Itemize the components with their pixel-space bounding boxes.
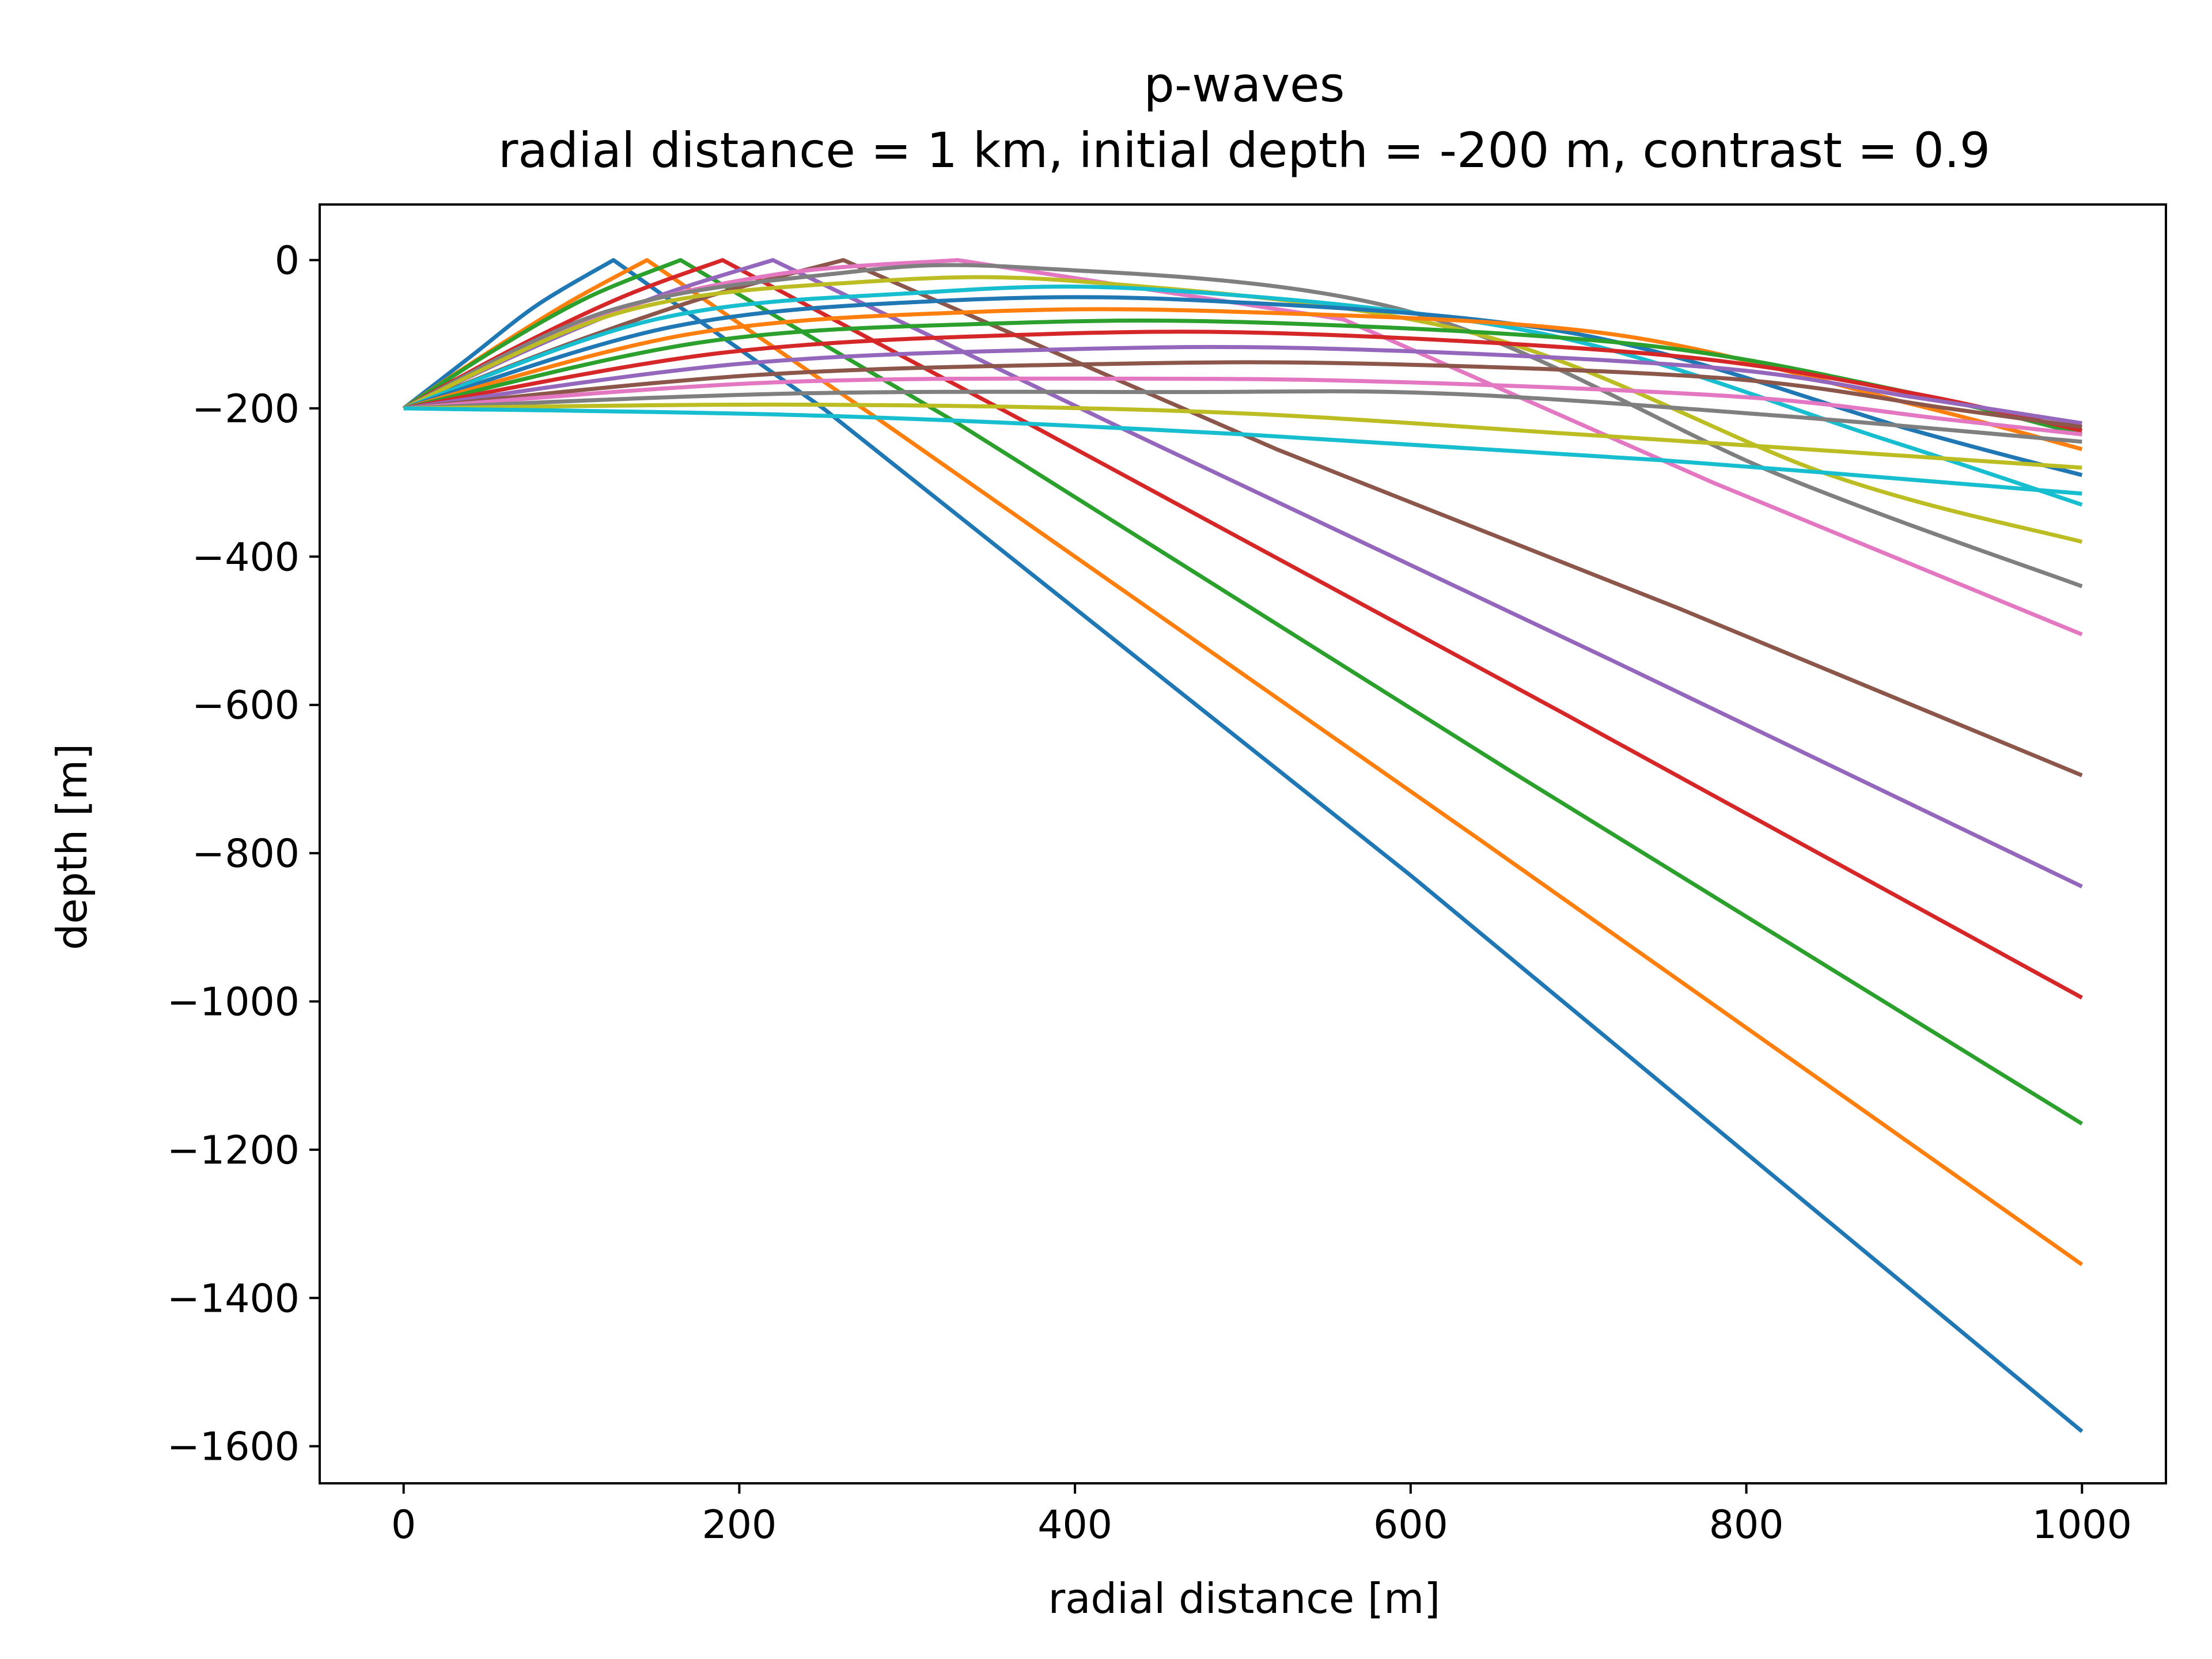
y-tick-label: −1000 bbox=[167, 979, 300, 1025]
series-line-14 bbox=[403, 329, 2083, 433]
chart-title: p-waves bbox=[1144, 56, 1345, 113]
series-line-12 bbox=[403, 307, 2083, 452]
x-tick-label: 800 bbox=[1709, 1502, 1784, 1548]
series-line-1 bbox=[402, 258, 2084, 1433]
series-line-19 bbox=[403, 402, 2082, 470]
y-axis-label: depth [m] bbox=[48, 744, 96, 950]
plot-area bbox=[319, 203, 2167, 1484]
x-tick-label: 1000 bbox=[2032, 1502, 2132, 1548]
y-tick-label: −200 bbox=[192, 387, 300, 432]
x-tick-label: 600 bbox=[1373, 1502, 1448, 1548]
series-line-15 bbox=[403, 344, 2082, 426]
series-line-16 bbox=[403, 360, 2082, 429]
y-tick-label: −400 bbox=[192, 535, 300, 580]
series-line-17 bbox=[403, 376, 2082, 437]
y-tick-label: −1200 bbox=[167, 1128, 300, 1173]
x-axis-label: radial distance [m] bbox=[1048, 1574, 1441, 1623]
series-line-8 bbox=[403, 263, 2083, 589]
y-tick-label: −1600 bbox=[167, 1425, 300, 1470]
series-line-11 bbox=[403, 295, 2083, 478]
series-line-18 bbox=[403, 389, 2082, 444]
series-line-3 bbox=[402, 258, 2084, 1126]
plot-frame bbox=[319, 203, 2167, 1484]
x-tick-label: 200 bbox=[702, 1502, 777, 1548]
axis-ticks: 0 200 400 600 800 1000 0 −200 −400 −600 −800 −1000 −… bbox=[167, 238, 2132, 1548]
y-tick-label: −800 bbox=[192, 831, 300, 877]
series-line-10 bbox=[403, 285, 2083, 507]
y-tick-label: 0 bbox=[275, 238, 300, 284]
series-line-20 bbox=[403, 406, 2082, 496]
chart-subtitle: radial distance = 1 km, initial depth = … bbox=[498, 122, 1990, 179]
x-tick-label: 0 bbox=[391, 1502, 416, 1548]
y-tick-label: −1400 bbox=[167, 1276, 300, 1321]
series-lines bbox=[402, 258, 2084, 1433]
y-tick-label: −600 bbox=[192, 683, 300, 729]
x-tick-label: 400 bbox=[1037, 1502, 1112, 1548]
